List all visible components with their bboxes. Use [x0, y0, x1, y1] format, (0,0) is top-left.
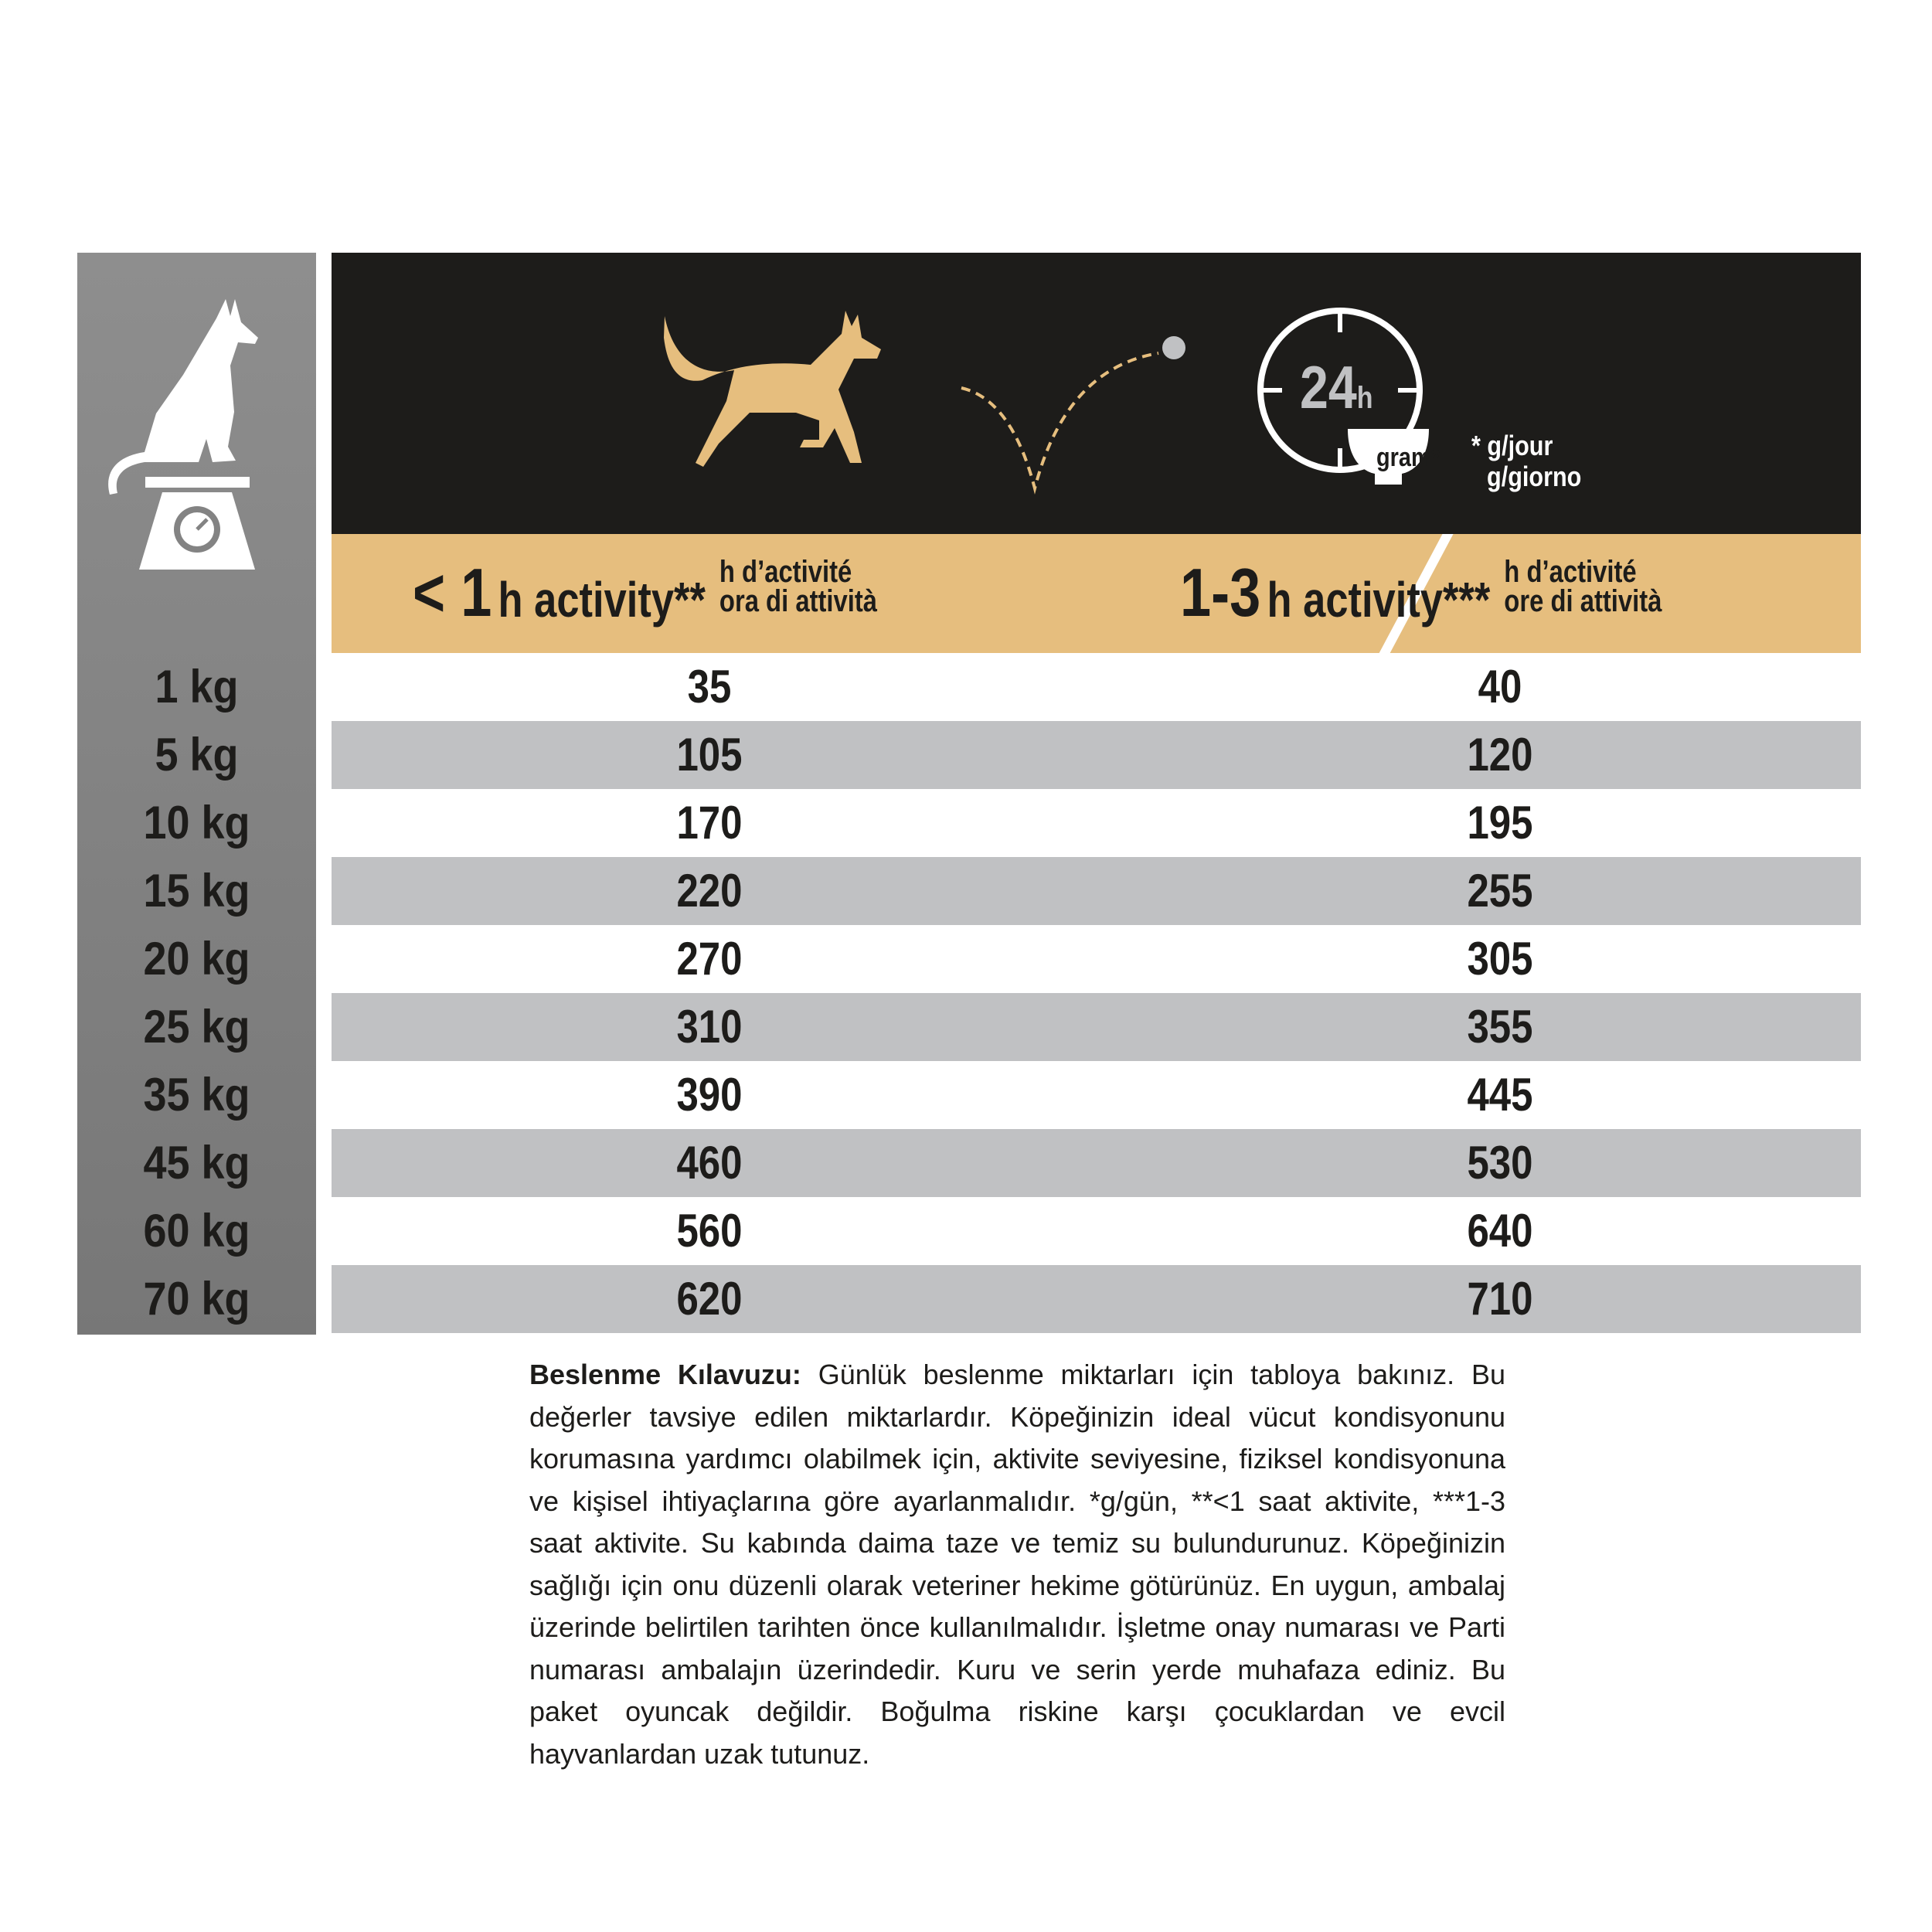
table-row: 270 305 [332, 925, 1861, 993]
amount-low: 390 [676, 1069, 743, 1121]
amount-low: 270 [676, 933, 743, 985]
clock-24h-icon [1257, 308, 1429, 485]
clock-hours: 24 [1300, 353, 1357, 421]
weight-label: 10 kg [143, 797, 250, 849]
feeding-guide-note: Beslenme Kılavuzu: Günlük beslenme mikta… [529, 1354, 1505, 1775]
weight-label: 1 kg [155, 661, 239, 713]
table-row: 390 445 [332, 1061, 1861, 1129]
weight-label: 20 kg [143, 933, 250, 985]
weight-label: 25 kg [143, 1001, 250, 1053]
unit-fr: * g/jour [1471, 430, 1553, 461]
column-low-it: ora di attività [719, 584, 878, 618]
feeding-table: 35 40 105 120 170 195 220 255 270 305 310 355 390 445… [332, 653, 1861, 1333]
table-row: 460 530 [332, 1129, 1861, 1197]
running-dog-icon [664, 311, 881, 467]
column-low-label: h activity** [498, 572, 706, 628]
column-high-label: h activity*** [1267, 572, 1491, 628]
unit-it: g/giorno [1487, 461, 1582, 492]
weight-label: 15 kg [143, 865, 250, 917]
weight-label: 35 kg [143, 1069, 250, 1121]
weight-column [77, 253, 316, 1335]
column-header-low: < 1 h activity** h d’activité ora di atti… [413, 554, 878, 631]
amount-high: 305 [1467, 933, 1533, 985]
bowl-label: gram* [1376, 443, 1440, 472]
table-row: 560 640 [332, 1197, 1861, 1265]
table-row: 35 40 [332, 653, 1861, 721]
dog-on-scale-icon [108, 299, 258, 570]
column-high-fr: h d’activité [1504, 555, 1637, 589]
amount-high: 640 [1467, 1205, 1533, 1257]
amount-low: 310 [676, 1001, 743, 1053]
ball-trajectory-icon [961, 336, 1185, 495]
amount-low: 35 [687, 661, 732, 713]
amount-high: 255 [1467, 865, 1533, 917]
table-row: 170 195 [332, 789, 1861, 857]
header-panel: 24h gram* * g/jour g/giorno [332, 253, 1861, 534]
clock-unit: h [1356, 381, 1373, 415]
amount-high: 530 [1467, 1137, 1533, 1189]
amount-low: 620 [676, 1273, 743, 1325]
amount-high: 355 [1467, 1001, 1533, 1053]
table-row: 310 355 [332, 993, 1861, 1061]
weight-label: 70 kg [143, 1273, 250, 1325]
column-low-fr: h d’activité [719, 555, 852, 589]
amount-low: 220 [676, 865, 743, 917]
amount-high: 710 [1467, 1273, 1533, 1325]
amount-low: 170 [676, 797, 743, 849]
clock-label: 24h [1300, 357, 1373, 428]
column-header-high: 1-3 h activity*** h d’activité ore di att… [1180, 554, 1662, 631]
column-high-prefix: 1-3 [1180, 554, 1261, 631]
amount-high: 40 [1478, 661, 1522, 713]
note-body: Günlük beslenme miktarları için tabloya … [529, 1359, 1505, 1770]
weight-label: 60 kg [143, 1205, 250, 1257]
amount-high: 195 [1467, 797, 1533, 849]
weight-label: 5 kg [155, 729, 239, 781]
table-row: 105 120 [332, 721, 1861, 789]
note-title: Beslenme Kılavuzu: [529, 1359, 801, 1390]
table-row: 220 255 [332, 857, 1861, 925]
table-row: 620 710 [332, 1265, 1861, 1333]
amount-low: 560 [676, 1205, 743, 1257]
amount-high: 120 [1467, 729, 1533, 781]
column-high-it: ore di attività [1504, 584, 1662, 618]
amount-low: 460 [676, 1137, 743, 1189]
column-low-prefix: < 1 [413, 554, 492, 631]
amount-high: 445 [1467, 1069, 1533, 1121]
weight-label: 45 kg [143, 1137, 250, 1189]
activity-header-band: < 1 h activity** h d’activité ora di atti… [332, 534, 1861, 653]
amount-low: 105 [676, 729, 743, 781]
